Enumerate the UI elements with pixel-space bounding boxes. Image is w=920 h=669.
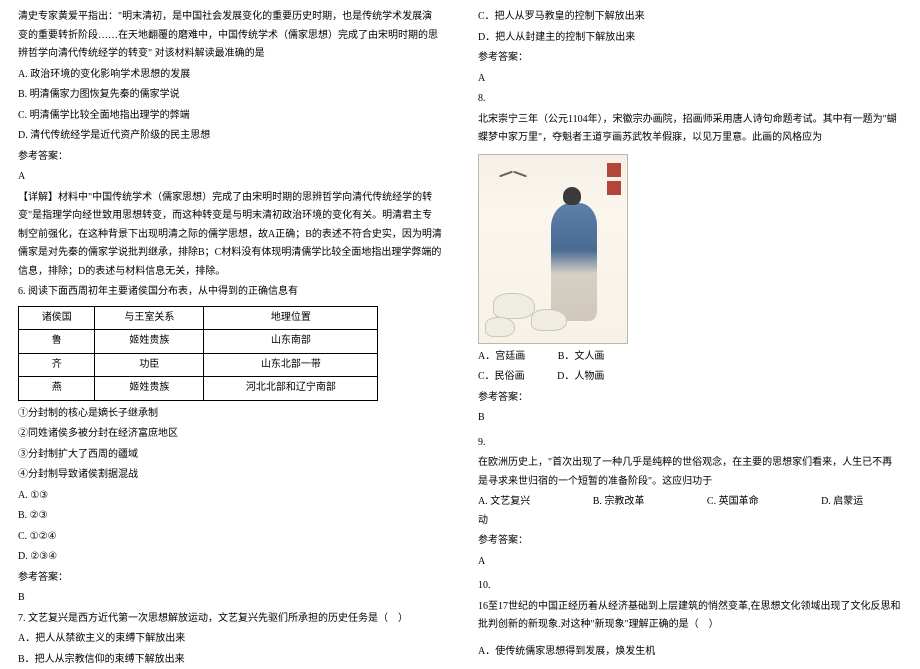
q9-opt-a: A. 文艺复兴	[478, 496, 530, 507]
q6-opt-b: B. ②③	[18, 507, 442, 526]
seal-icon	[607, 163, 621, 177]
q10-number: 10.	[478, 577, 902, 596]
q7-answer: A	[478, 70, 902, 89]
feudal-table: 诸侯国 与王室关系 地理位置 鲁 姬姓贵族 山东南部 齐 功臣 山东北部一带 燕…	[18, 306, 378, 401]
q8-opt-a: A．宫廷画	[478, 351, 525, 362]
answer-label: 参考答案：	[18, 569, 442, 588]
q6-cond1: ①分封制的核心是嫡长子继承制	[18, 405, 442, 424]
q7-stem: 7. 文艺复兴是西方近代第一次思想解放运动，文艺复兴先驱们所承担的历史任务是（ …	[18, 610, 442, 629]
q10-stem: 16至17世纪的中国正经历着从经济基础到上层建筑的悄然变革,在思想文化领域出现了…	[478, 598, 902, 635]
q6-cond3: ③分封制扩大了西周的疆域	[18, 446, 442, 465]
sheep-icon	[493, 293, 535, 319]
q7-opt-a: A．把人从禁欲主义的束缚下解放出来	[18, 630, 442, 649]
table-row: 诸侯国 与王室关系 地理位置	[19, 306, 378, 330]
q9-answer: A	[478, 553, 902, 572]
q7-opt-b: B．把人从宗教信仰的束缚下解放出来	[18, 651, 442, 669]
bird-icon	[499, 169, 527, 179]
q8-opt-b: B．文人画	[558, 351, 605, 362]
q8-stem: 北宋崇宁三年（公元1104年），宋徽宗办画院，招画师采用唐人诗句命题考试。其中有…	[478, 111, 902, 148]
q5-stem: 清史专家黄爱平指出："明末清初，是中国社会发展变化的重要历史时期，也是传统学术发…	[18, 8, 442, 64]
th-location: 地理位置	[204, 306, 378, 330]
q5-answer: A	[18, 168, 442, 187]
q5-explain: 【详解】材料中"中国传统学术（儒家思想）完成了由宋明时期的思辨哲学向清代传统经学…	[18, 189, 442, 282]
q6-opt-d: D. ②③④	[18, 548, 442, 567]
q8-opt-c: C．民俗画	[478, 371, 525, 382]
q10-opt-a: A．使传统儒家思想得到发展，焕发生机	[478, 643, 902, 662]
q9-number: 9.	[478, 434, 902, 453]
q6-cond2: ②同姓诸侯多被分封在经济富庶地区	[18, 425, 442, 444]
q9-opt-b: B. 宗教改革	[593, 496, 645, 507]
q8-number: 8.	[478, 90, 902, 109]
q5-opt-b: B. 明清儒家力图恢复先秦的儒家学说	[18, 86, 442, 105]
figure-icon	[551, 203, 597, 321]
painting-image	[478, 154, 628, 344]
answer-label: 参考答案：	[18, 148, 442, 167]
q8-answer: B	[478, 409, 902, 428]
sheep-icon	[531, 309, 567, 331]
answer-label: 参考答案：	[478, 49, 902, 68]
left-column: 清史专家黄爱平指出："明末清初，是中国社会发展变化的重要历史时期，也是传统学术发…	[0, 0, 460, 651]
q9-opts: A. 文艺复兴 B. 宗教改革 C. 英国革命 D. 启蒙运动	[478, 493, 902, 530]
q9-stem: 在欧洲历史上，"首次出现了一种几乎是纯粹的世俗观念，在主要的思想家们看来，人生已…	[478, 454, 902, 491]
q5-opt-d: D. 清代传统经学是近代资产阶级的民主思想	[18, 127, 442, 146]
q8-opts-row2: C．民俗画 D．人物画	[478, 368, 902, 387]
q5-opt-c: C. 明清儒学比较全面地指出理学的弊端	[18, 107, 442, 126]
q6-opt-c: C. ①②④	[18, 528, 442, 547]
q6-answer: B	[18, 589, 442, 608]
q6-cond4: ④分封制导致诸侯割据混战	[18, 466, 442, 485]
q6-stem: 6. 阅读下面西周初年主要诸侯国分布表，从中得到的正确信息有	[18, 283, 442, 302]
q7-opt-d: D．把人从封建主的控制下解放出来	[478, 29, 902, 48]
q8-opts-row1: A．宫廷画 B．文人画	[478, 348, 902, 367]
right-column: C．把人从罗马教皇的控制下解放出来 D．把人从封建主的控制下解放出来 参考答案：…	[460, 0, 920, 651]
sheep-icon	[485, 317, 515, 337]
q8-opt-d: D．人物画	[557, 371, 604, 382]
th-state: 诸侯国	[19, 306, 95, 330]
table-row: 齐 功臣 山东北部一带	[19, 353, 378, 377]
seal-icon	[607, 181, 621, 195]
answer-label: 参考答案：	[478, 532, 902, 551]
q7-opt-c: C．把人从罗马教皇的控制下解放出来	[478, 8, 902, 27]
q6-opt-a: A. ①③	[18, 487, 442, 506]
table-row: 鲁 姬姓贵族 山东南部	[19, 330, 378, 354]
q5-opt-a: A. 政治环境的变化影响学术思想的发展	[18, 66, 442, 85]
q9-opt-c: C. 英国革命	[707, 496, 759, 507]
th-relation: 与王室关系	[95, 306, 204, 330]
table-row: 燕 姬姓贵族 河北北部和辽宁南部	[19, 377, 378, 401]
answer-label: 参考答案：	[478, 389, 902, 408]
q9-opt-d: D. 启蒙运动	[478, 496, 863, 526]
